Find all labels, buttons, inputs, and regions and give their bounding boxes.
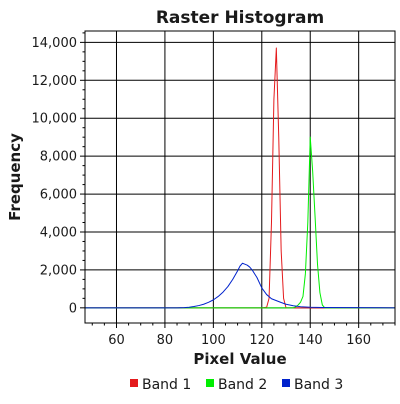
legend-swatch (130, 379, 138, 387)
y-tick-label: 4,000 (40, 225, 77, 240)
plot-frame (84, 30, 396, 324)
y-tick-label: 14,000 (32, 36, 78, 51)
x-tick-label: 60 (108, 333, 125, 348)
x-tick-label: 140 (298, 333, 323, 348)
y-tick-label: 10,000 (32, 112, 78, 127)
y-axis-label: Frequency (6, 133, 24, 221)
x-tick-label: 100 (201, 333, 226, 348)
series-3 (85, 262, 395, 309)
legend: Band 1 Band 2 Band 3 (130, 377, 343, 393)
y-tick-label: 6,000 (40, 188, 77, 203)
legend-item-band-1: Band 1 (130, 377, 191, 393)
legend-swatch (206, 379, 214, 387)
y-tick-label: 2,000 (40, 263, 77, 278)
legend-label: Band 3 (294, 377, 343, 393)
series-line-band-3 (85, 262, 395, 309)
legend-swatch (282, 379, 290, 387)
legend-item-band-2: Band 2 (206, 377, 267, 393)
series-lines (85, 47, 395, 309)
x-axis-label: Pixel Value (193, 350, 286, 368)
x-tick-label: 120 (249, 333, 274, 348)
x-axis-ticks: 60 80 100 120 140 160 (91, 323, 396, 348)
legend-item-band-3: Band 3 (282, 377, 343, 393)
legend-label: Band 2 (218, 377, 267, 393)
legend-label: Band 1 (142, 377, 191, 393)
y-tick-label: 8,000 (40, 150, 77, 165)
y-axis-ticks: 0 2,000 4,000 6,000 8,000 10,000 12,000 14,000 (32, 32, 85, 316)
grid-lines (85, 31, 395, 323)
y-tick-label: 12,000 (32, 74, 78, 89)
chart-title: Raster Histogram (156, 8, 324, 28)
x-tick-label: 160 (346, 333, 371, 348)
x-tick-label: 80 (157, 333, 174, 348)
y-tick-label: 0 (69, 301, 77, 316)
